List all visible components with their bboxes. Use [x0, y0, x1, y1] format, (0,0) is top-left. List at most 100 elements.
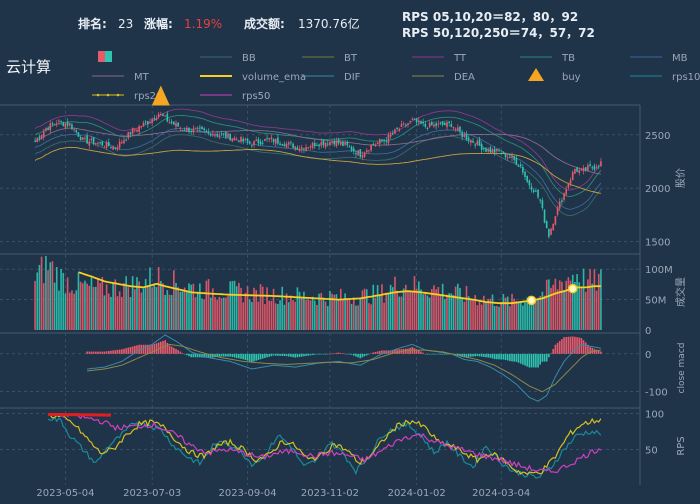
macd-histogram-bar	[292, 353, 294, 358]
volume-bar	[238, 282, 240, 330]
legend-item-buy: buy	[528, 68, 581, 83]
x-tick-label: 2024-03-04	[472, 488, 530, 499]
candle-body	[350, 146, 353, 151]
volume-bar	[199, 283, 201, 330]
volume-bar	[222, 297, 225, 330]
macd-histogram-bar	[352, 353, 355, 356]
volume-bar	[571, 274, 574, 330]
macd-histogram-bar	[474, 353, 476, 357]
candle-body	[264, 138, 266, 141]
legend-label: TB	[561, 53, 575, 64]
volume-bar	[147, 285, 149, 330]
volume-bar	[231, 281, 234, 330]
candle-body	[268, 138, 271, 140]
macd-histogram-bar	[177, 350, 179, 354]
candle-body	[166, 113, 169, 122]
candle-body	[75, 130, 78, 133]
candle-body	[426, 127, 429, 129]
candle-body	[205, 130, 208, 132]
candle-body	[582, 167, 585, 172]
candle-body	[493, 148, 496, 153]
volume-bar	[71, 290, 73, 330]
candle-body	[277, 137, 279, 144]
volume-bar	[532, 298, 535, 330]
macd-histogram-bar	[103, 351, 106, 354]
volume-marker	[526, 295, 537, 306]
legend-item-DEA: DEA	[412, 72, 475, 83]
volume-bar	[545, 279, 548, 330]
candle-body	[415, 118, 418, 123]
candle-body	[118, 141, 121, 148]
volume-bar	[459, 287, 461, 330]
rps-signal-segment	[48, 412, 111, 417]
macd-histogram-bar	[166, 342, 169, 354]
volume-bar	[133, 289, 136, 330]
macd-histogram-bar	[381, 350, 383, 354]
candle-body	[162, 114, 164, 117]
volume-bar	[227, 295, 229, 330]
volume-bar	[305, 299, 307, 330]
volume-bar	[92, 286, 95, 330]
macd-histogram-bar	[344, 353, 346, 355]
rank-value: 23	[118, 17, 133, 31]
macd-histogram-bar	[131, 346, 134, 354]
candle-body	[511, 155, 513, 158]
volume-bar	[142, 288, 145, 330]
candle-body	[459, 126, 461, 132]
candle-body	[342, 141, 344, 146]
volume-bar	[259, 284, 262, 330]
volume-bar	[225, 297, 227, 330]
volume-bar	[409, 291, 411, 330]
volume-bar	[394, 276, 396, 330]
legend-label: TT	[453, 53, 467, 64]
macd-histogram-bar	[107, 351, 110, 354]
volume-bar	[431, 289, 433, 330]
candle-body	[595, 167, 598, 169]
candle-body	[114, 147, 117, 149]
volume-bar	[42, 283, 45, 330]
candle-body	[569, 179, 572, 184]
volume-bar	[387, 293, 390, 330]
macd-histogram-bar	[383, 350, 385, 354]
macd-histogram-bar	[155, 343, 158, 354]
macd-histogram-bar	[502, 353, 505, 360]
candle-body	[452, 127, 455, 129]
candle-body	[396, 127, 398, 130]
candle-body	[532, 190, 535, 193]
candle-body	[62, 122, 65, 126]
macd-histogram-bar	[506, 353, 509, 361]
candle-body	[261, 142, 264, 144]
candle-body	[92, 137, 95, 145]
volume-bar	[378, 295, 381, 330]
macd-histogram-bar	[435, 353, 437, 355]
volume-bar	[515, 301, 518, 330]
legend-item-DIF: DIF	[302, 72, 361, 83]
macd-histogram-bar	[188, 353, 190, 357]
candle-body	[186, 127, 188, 132]
macd-histogram-bar	[157, 342, 160, 354]
candle-body	[424, 123, 427, 127]
volume-bar	[465, 285, 468, 330]
macd-histogram-bar	[459, 353, 461, 357]
volume-bar	[329, 290, 331, 330]
candle-body	[472, 140, 474, 143]
candle-body	[437, 123, 440, 125]
candle-body	[444, 123, 446, 126]
volume-bar	[188, 283, 190, 330]
macd-histogram-bar	[216, 353, 219, 358]
macd-histogram-bar	[420, 351, 422, 354]
volume-bar	[595, 290, 598, 330]
candle-body	[45, 128, 47, 131]
candle-body	[199, 127, 201, 129]
candle-body	[53, 123, 56, 125]
rps10-line	[47, 416, 602, 479]
candle-body	[441, 121, 444, 125]
volume-bar	[112, 282, 114, 330]
candle-body	[147, 121, 149, 125]
x-tick-label: 2023-07-03	[123, 488, 181, 499]
macd-histogram-bar	[144, 344, 147, 354]
volume-bar	[437, 287, 440, 330]
volume-bar	[548, 279, 550, 330]
macd-histogram-bar	[181, 353, 184, 354]
candle-body	[60, 120, 62, 122]
